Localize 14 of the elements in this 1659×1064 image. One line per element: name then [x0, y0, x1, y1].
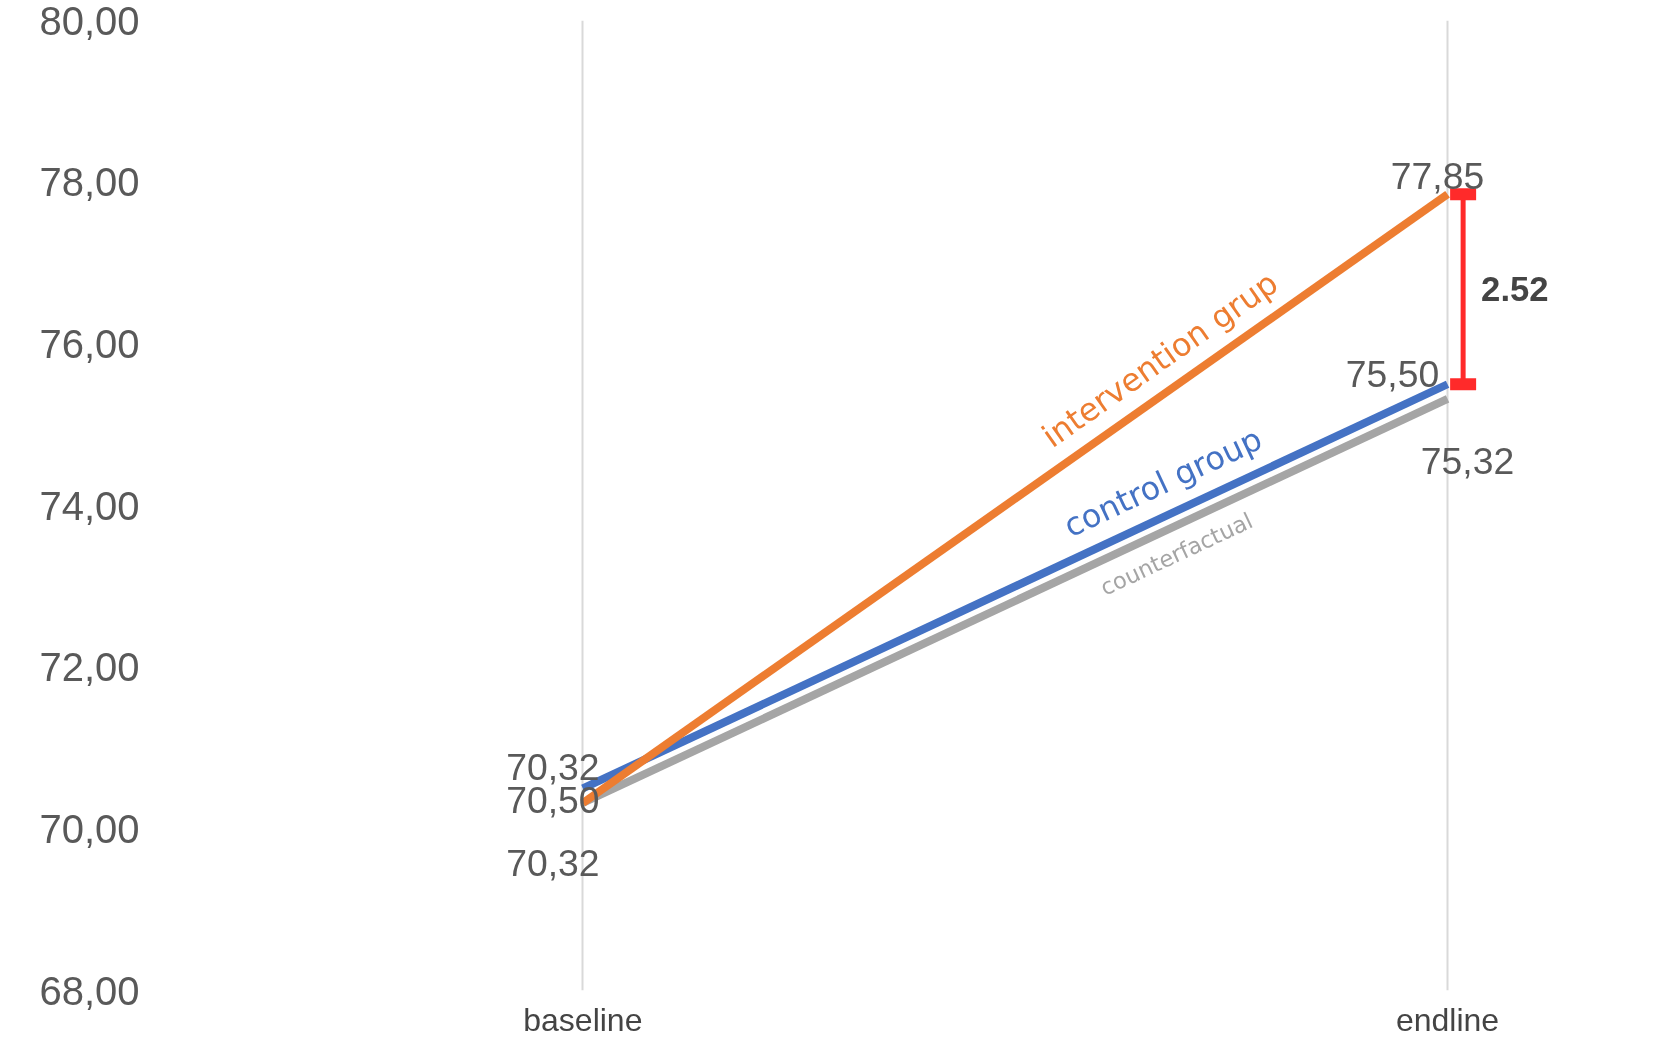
- x-tick-label: baseline: [523, 1001, 643, 1038]
- y-tick-label: 72,00: [39, 645, 140, 690]
- x-tick-label: endline: [1395, 1001, 1500, 1038]
- y-tick-label: 76,00: [39, 321, 140, 366]
- y-tick-label: 68,00: [39, 968, 140, 1013]
- annotation: 2.52: [1481, 270, 1549, 309]
- y-tick-label: 70,00: [39, 806, 140, 851]
- y-tick-label: 80,00: [39, 0, 140, 43]
- data-label: 75,32: [1420, 439, 1515, 482]
- data-label: 77,85: [1390, 155, 1485, 198]
- y-tick-label: 78,00: [39, 160, 140, 205]
- data-label: 75,50: [1345, 353, 1440, 396]
- data-label: 70,32: [506, 841, 600, 884]
- y-tick-label: 74,00: [39, 483, 140, 528]
